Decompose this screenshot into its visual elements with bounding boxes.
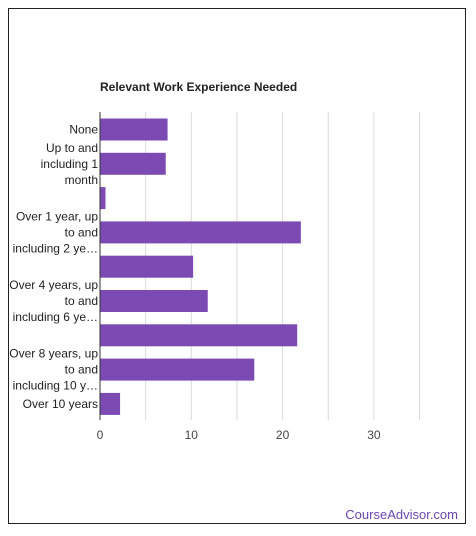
bar[interactable]: [100, 324, 298, 347]
bar[interactable]: [100, 255, 194, 278]
category-label-line: None: [69, 123, 98, 137]
chart-title: Relevant Work Experience Needed: [100, 80, 297, 94]
category-label-line: to and: [65, 363, 98, 377]
bar[interactable]: [100, 187, 106, 210]
bar[interactable]: [100, 392, 121, 415]
x-tick-label: 30: [367, 428, 381, 442]
category-label-line: Over 4 years, up: [9, 278, 98, 292]
category-label: Over 1 year, up to and including 2 ye…: [13, 209, 99, 255]
category-label-line: to and: [65, 294, 98, 308]
bar[interactable]: [100, 290, 208, 312]
category-label: Up to and including 1 month: [41, 141, 99, 187]
bar[interactable]: [100, 152, 166, 175]
brand-watermark[interactable]: CourseAdvisor.com: [345, 507, 458, 522]
category-label: Over 8 years, up to and including 10 y…: [9, 347, 98, 393]
bars: [100, 118, 301, 415]
x-axis-ticks: 0 10 20 30: [97, 428, 381, 442]
x-tick-label: 20: [276, 428, 290, 442]
category-labels: None Up to and including 1 month Over 1 year…: [9, 123, 98, 411]
category-label-line: Over 10 years: [23, 397, 98, 411]
category-label-line: including 1: [41, 157, 99, 171]
category-label-line: Over 1 year, up: [16, 209, 98, 223]
category-label: None: [69, 123, 98, 137]
category-label-line: to and: [65, 225, 98, 239]
category-label-line: including 2 ye…: [13, 241, 98, 255]
category-label: Over 4 years, up to and including 6 ye…: [9, 278, 98, 324]
bar[interactable]: [100, 221, 301, 244]
category-label-line: month: [65, 173, 98, 187]
category-label-line: including 6 ye…: [13, 310, 98, 324]
x-tick-label: 0: [97, 428, 104, 442]
category-label: Over 10 years: [23, 397, 98, 411]
x-tick-label: 10: [185, 428, 199, 442]
bar[interactable]: [100, 358, 255, 381]
bar[interactable]: [100, 118, 168, 141]
category-label-line: Over 8 years, up: [9, 347, 98, 361]
category-label-line: Up to and: [46, 141, 98, 155]
category-label-line: including 10 y…: [13, 379, 98, 393]
